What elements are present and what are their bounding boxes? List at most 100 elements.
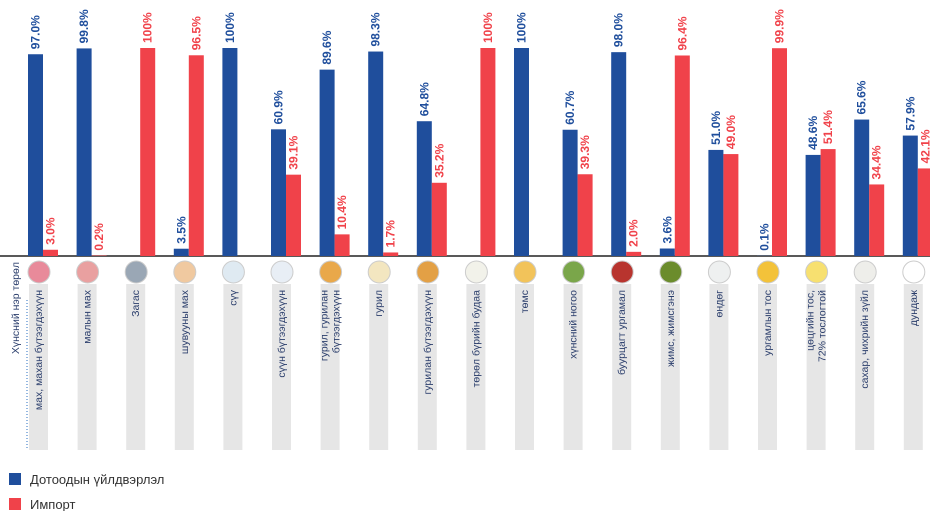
food-icon <box>659 260 683 284</box>
bar <box>222 48 238 256</box>
food-icon <box>76 260 100 284</box>
bar <box>723 154 739 256</box>
value-label: 51.4% <box>821 110 835 144</box>
value-label: 60.9% <box>272 90 286 124</box>
value-label: 42.1% <box>918 129 930 163</box>
value-label: 99.8% <box>77 9 91 43</box>
x-tick-label: гурил, гуриланбүтээгдэхүүн <box>319 290 343 361</box>
legend-swatch <box>9 473 21 485</box>
bar <box>820 149 836 256</box>
bar <box>674 55 690 256</box>
food-icon <box>319 260 343 284</box>
bar <box>334 234 350 256</box>
value-label: 10.4% <box>335 195 349 229</box>
value-label: 39.1% <box>287 135 301 169</box>
value-label: 99.9% <box>773 9 787 43</box>
bar <box>173 248 189 256</box>
bar <box>431 182 447 256</box>
food-icon <box>124 260 148 284</box>
food-icon <box>416 260 440 284</box>
bar <box>416 121 432 256</box>
x-tick-label: Загас <box>130 290 142 317</box>
bar <box>772 48 787 256</box>
value-label: 48.6% <box>806 116 820 150</box>
x-tick-label: төрөл бүрийн будаа <box>470 290 482 388</box>
bar <box>286 174 301 256</box>
x-tick-label: сүү <box>227 289 239 306</box>
value-label: 96.5% <box>189 16 203 50</box>
bar <box>854 119 870 256</box>
food-icon <box>853 260 877 284</box>
legend-label: Дотоодын үйлдвэрлэл <box>30 472 164 487</box>
label-strip <box>369 284 389 450</box>
label-strip <box>563 284 583 450</box>
x-axis-label: Хүнсний нэр төрөл <box>10 262 22 354</box>
label-strip <box>272 284 291 450</box>
x-tick-label: ургамлын тос <box>762 290 774 356</box>
food-icon <box>805 260 829 284</box>
value-label: 89.6% <box>320 30 334 64</box>
bar <box>28 54 43 256</box>
x-tick-label: жимс, жимсгэнэ <box>665 290 677 367</box>
x-tick-label: сахар, чихрийн зүйл <box>859 290 871 389</box>
x-tick-label: мах, махан бүтээгдэхүүн <box>33 290 45 410</box>
bar <box>869 184 885 256</box>
label-strip <box>612 284 632 450</box>
label-strip <box>223 284 243 450</box>
value-label: 2.0% <box>627 219 641 247</box>
x-tick-label: буурцагт ургамал <box>616 290 628 375</box>
label-strip <box>709 284 729 450</box>
bar <box>902 135 918 256</box>
bar <box>43 249 58 256</box>
value-label: 60.7% <box>563 90 577 124</box>
value-label: 64.8% <box>417 82 431 116</box>
food-icon <box>270 260 294 284</box>
food-icon <box>756 260 780 284</box>
x-tick-label: гурил <box>373 290 385 317</box>
bar <box>917 168 930 256</box>
label-strip <box>417 284 437 450</box>
label-strip <box>855 284 875 450</box>
food-icon <box>173 260 197 284</box>
value-label: 0.1% <box>758 223 772 251</box>
label-strip <box>320 284 340 450</box>
food-icon <box>221 260 245 284</box>
label-strip <box>806 284 826 450</box>
bar <box>708 149 724 256</box>
bar <box>140 48 156 256</box>
value-label: 65.6% <box>855 80 869 114</box>
bar <box>271 129 286 256</box>
value-label: 49.0% <box>724 115 738 149</box>
food-icon <box>610 260 634 284</box>
value-label: 100% <box>481 12 495 43</box>
bar <box>577 174 593 256</box>
value-label: 3.6% <box>660 216 674 244</box>
bar <box>76 48 92 256</box>
x-tick-label: шувууны мах <box>179 289 191 354</box>
bar <box>659 248 675 256</box>
label-strip <box>126 284 146 450</box>
label-strip <box>515 284 534 450</box>
value-label: 34.4% <box>870 145 884 179</box>
value-label: 39.3% <box>578 135 592 169</box>
value-label: 3.5% <box>174 216 188 244</box>
x-tick-label: гурилан бүтээгдэхүүн <box>422 290 434 395</box>
bar <box>514 48 529 256</box>
food-icon <box>707 260 731 284</box>
label-strip <box>758 284 777 450</box>
food-icon <box>464 260 488 284</box>
x-tick-label: малын мах <box>82 289 94 344</box>
value-label: 96.4% <box>675 16 689 50</box>
label-strip <box>903 284 923 450</box>
x-tick-label: дундаж <box>908 290 920 326</box>
label-strip <box>174 284 194 450</box>
value-label: 100% <box>141 12 155 43</box>
food-icon <box>27 260 51 284</box>
food-icon <box>367 260 391 284</box>
label-strip <box>77 284 97 450</box>
value-label: 97.0% <box>29 15 43 49</box>
x-tick-label: өндөг <box>713 290 725 318</box>
label-strip <box>29 284 48 450</box>
value-label: 0.2% <box>92 223 106 251</box>
